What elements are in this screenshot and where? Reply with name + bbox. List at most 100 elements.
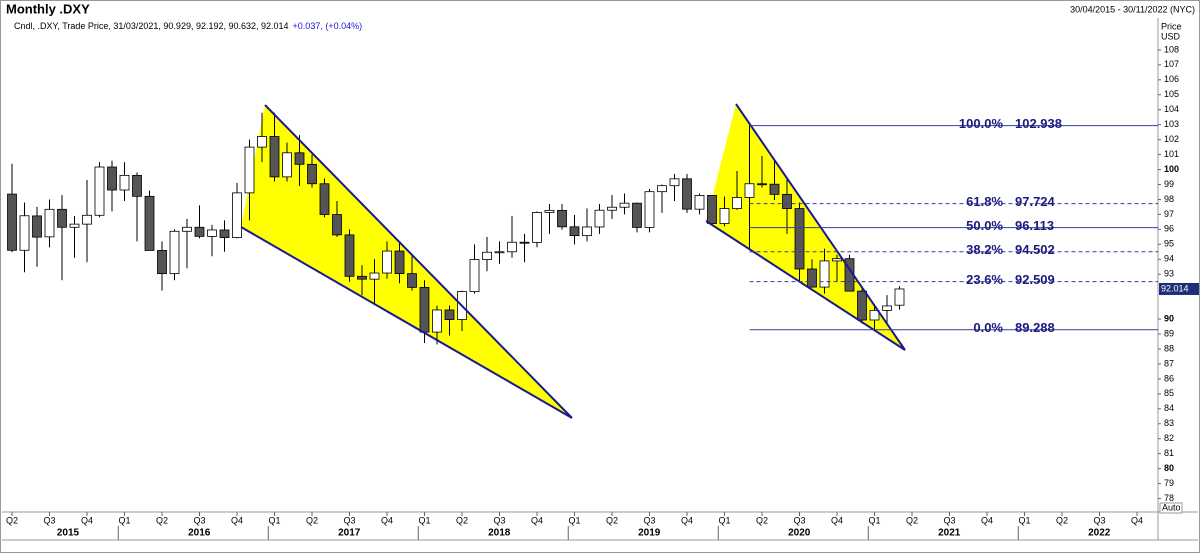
- candle-body: [407, 273, 417, 288]
- y-tick-label: 99: [1164, 179, 1174, 189]
- candle-body: [194, 226, 205, 237]
- drawings: [241, 104, 905, 418]
- candle-body: [657, 185, 667, 193]
- fib-level: 100.0%: [959, 116, 1004, 131]
- candle-body: [694, 195, 705, 210]
- candle-body: [682, 178, 692, 210]
- x-tick-label: Q2: [756, 515, 768, 525]
- last-price-label: 92.014: [1161, 283, 1189, 293]
- scale-mode: Auto: [1162, 502, 1181, 512]
- y-tick-label: 90: [1164, 313, 1174, 323]
- candle-body: [619, 202, 630, 208]
- legend-text: Cndl, .DXY, Trade Price, 31/03/2021, 90.…: [14, 21, 289, 31]
- candle-body: [57, 208, 67, 228]
- candle-body: [744, 183, 755, 198]
- fib-price: 92.509: [1015, 272, 1055, 287]
- x-tick-label: Q3: [943, 515, 955, 525]
- y-tick-label: 101: [1164, 149, 1179, 159]
- x-tick-label: Q1: [268, 515, 280, 525]
- candle-body: [832, 258, 842, 262]
- candle-body: [757, 183, 767, 186]
- axis-unit: USD: [1161, 31, 1181, 41]
- candle-body: [294, 152, 305, 165]
- candle-body: [19, 215, 30, 251]
- candle-body: [282, 152, 292, 178]
- x-tick-label: Q2: [156, 515, 168, 525]
- candle-body: [782, 193, 792, 209]
- date-range: 30/04/2015 - 30/11/2022 (NYC): [1070, 4, 1195, 14]
- candle-body: [882, 305, 892, 311]
- candle-body: [307, 163, 317, 185]
- candle-body: [394, 250, 405, 275]
- candle-body: [132, 174, 142, 197]
- x-tick-label: Q2: [606, 515, 618, 525]
- y-tick-label: 108: [1164, 44, 1179, 54]
- candle-body: [819, 260, 830, 288]
- fib-level: 38.2%: [966, 242, 1003, 257]
- plot: [7, 112, 905, 345]
- candle-body: [794, 208, 805, 270]
- candle-body: [357, 275, 367, 280]
- year-label: 2022: [1088, 528, 1111, 539]
- y-tick-label: 85: [1164, 388, 1174, 398]
- y-tick-label: 83: [1164, 418, 1174, 428]
- x-tick-label: Q1: [568, 515, 580, 525]
- x-tick-label: Q2: [456, 515, 468, 525]
- y-tick-label: 78: [1164, 493, 1174, 503]
- candle-body: [532, 212, 542, 243]
- candle-body: [569, 226, 580, 237]
- scale-mode-box: [1159, 502, 1183, 514]
- candle-body: [669, 178, 680, 187]
- y-tick-label: 107: [1164, 59, 1179, 69]
- y-tick-label: 87: [1164, 358, 1174, 368]
- x-tick-label: Q3: [793, 515, 805, 525]
- candle-body: [869, 310, 880, 321]
- candle-body: [494, 251, 505, 254]
- x-tick-label: Q1: [1018, 515, 1030, 525]
- y-tick-label: 103: [1164, 119, 1179, 129]
- candle-body: [332, 214, 342, 236]
- candle-body: [32, 215, 42, 238]
- axis-title: Price: [1161, 21, 1182, 31]
- fib-level: 61.8%: [966, 194, 1003, 209]
- x-tick-label: Q4: [81, 515, 93, 525]
- candle-body: [432, 309, 442, 333]
- x-tick-label: Q3: [43, 515, 55, 525]
- y-tick-label: 94: [1164, 254, 1174, 264]
- year-label: 2016: [188, 528, 211, 539]
- x-tick-label: Q4: [681, 515, 693, 525]
- x-tick-label: Q2: [1056, 515, 1068, 525]
- last-price-box: [1159, 282, 1199, 295]
- trend-line: [735, 103, 906, 351]
- chart-title: Monthly .DXY: [6, 1, 90, 16]
- candle-body: [482, 251, 492, 260]
- x-tick-label: Q1: [118, 515, 130, 525]
- y-tick-label: 79: [1164, 478, 1174, 488]
- candle-body: [369, 272, 380, 280]
- trend-line: [705, 220, 906, 351]
- candle-body: [82, 214, 92, 225]
- candle-body: [319, 183, 330, 215]
- y-tick-label: 106: [1164, 74, 1179, 84]
- x-tick-label: Q4: [831, 515, 843, 525]
- candle-body: [644, 191, 655, 228]
- candle-body: [7, 193, 17, 251]
- candle-body: [144, 195, 155, 251]
- candle-body: [544, 209, 555, 213]
- year-label: 2017: [338, 528, 361, 539]
- y-tick-label: 88: [1164, 343, 1174, 353]
- fib-price: 96.113: [1015, 218, 1054, 233]
- y-tick-label: 97: [1164, 209, 1174, 219]
- candle-body: [732, 197, 742, 209]
- candle-body: [257, 136, 267, 148]
- candle-body: [344, 234, 355, 277]
- y-tick-label: 93: [1164, 269, 1174, 279]
- fib-price: 94.502: [1015, 242, 1055, 257]
- y-tick-label: 86: [1164, 373, 1174, 383]
- candle-body: [94, 166, 105, 216]
- y-tick-label: 105: [1164, 89, 1179, 99]
- x-tick-label: Q4: [381, 515, 393, 525]
- candle-body: [857, 290, 867, 321]
- x-tick-label: Q3: [193, 515, 205, 525]
